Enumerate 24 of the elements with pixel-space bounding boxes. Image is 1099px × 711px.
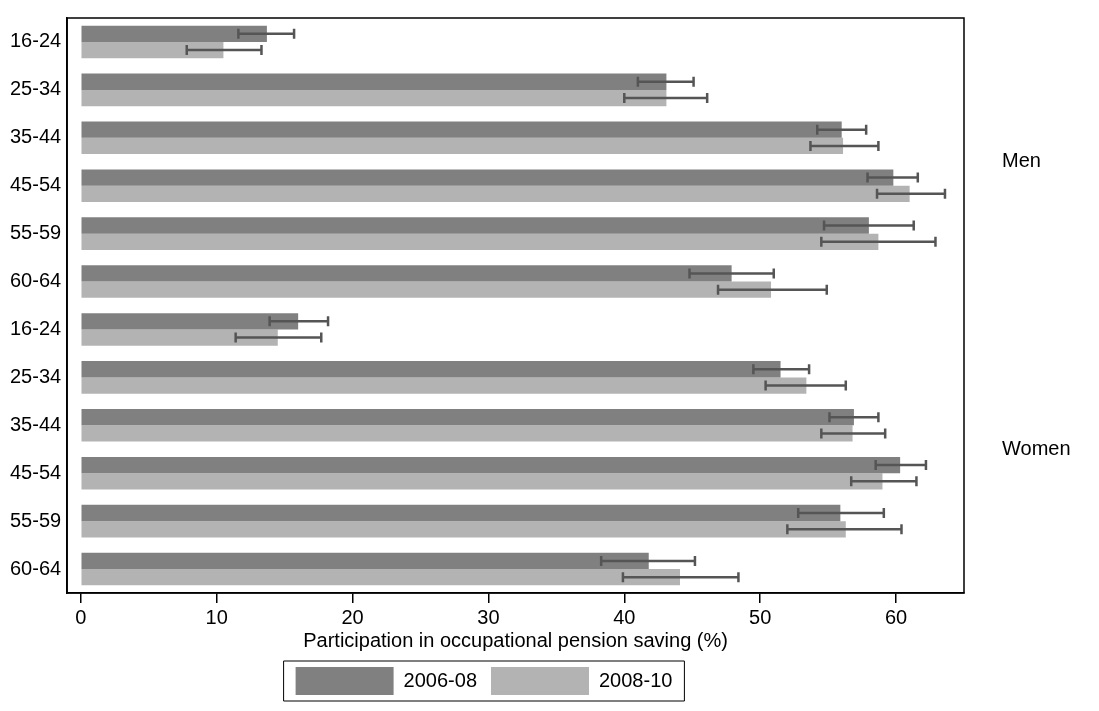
y-tick-label: 25-34 — [10, 364, 62, 387]
y-tick-label: 16-24 — [10, 29, 62, 52]
x-tick-label: 40 — [613, 605, 636, 628]
y-tick-label: 45-54 — [10, 173, 62, 196]
x-tick-label: 10 — [205, 605, 228, 628]
x-tick-label: 50 — [749, 605, 772, 628]
text: Women — [1002, 436, 1071, 459]
x-tick-label: 30 — [477, 605, 500, 628]
y-tick-label: 55-59 — [10, 508, 62, 531]
x-axis-title: Participation in occupational pension saving (%) — [303, 628, 728, 651]
x-tick-label: 60 — [884, 605, 908, 628]
y-tick-label: 60-64 — [10, 269, 62, 292]
text: Men — [1002, 149, 1041, 172]
y-tick-label: 25-34 — [10, 77, 62, 100]
legend-label: 2008-10 — [599, 668, 673, 691]
y-tick-label: 45-54 — [10, 460, 62, 483]
y-tick-label: 60-64 — [10, 556, 62, 579]
y-tick-label: 16-24 — [10, 316, 62, 339]
y-tick-label: 55-59 — [10, 221, 62, 244]
x-tick-label: 0 — [75, 605, 87, 628]
x-tick-label: 20 — [341, 605, 364, 628]
y-tick-label: 35-44 — [10, 412, 62, 435]
y-tick-label: 35-44 — [10, 125, 62, 148]
legend-label: 2006-08 — [403, 668, 478, 691]
